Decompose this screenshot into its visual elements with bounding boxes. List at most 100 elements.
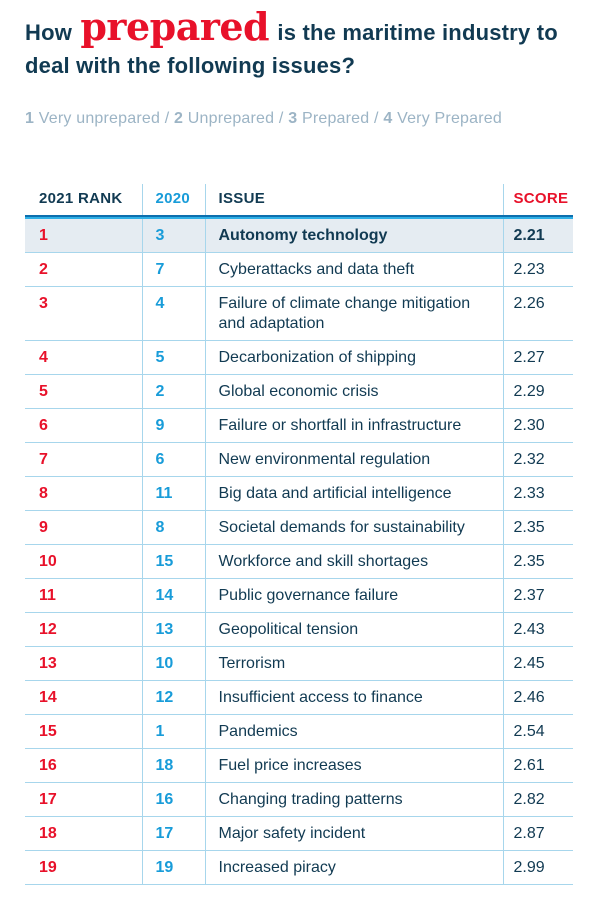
issue-cell: Public governance failure	[204, 578, 503, 613]
issues-table-body: 1 3 Autonomy technology 2.21 2 7 Cyberattacks …	[25, 219, 573, 885]
rank-2021-cell: 18	[25, 816, 142, 851]
rank-2021-cell: 16	[25, 748, 142, 783]
header-score: SCORE	[502, 184, 573, 215]
table-row: 2 7 Cyberattacks and data theft 2.23	[25, 252, 573, 287]
rank-2020-cell: 16	[141, 782, 205, 817]
rank-2020-cell: 7	[141, 252, 205, 287]
score-cell: 2.45	[502, 646, 573, 681]
rank-2021-cell: 17	[25, 782, 142, 817]
issue-cell: Failure or shortfall in infrastructure	[204, 408, 503, 443]
issue-cell: Failure of climate change mitigation and…	[204, 286, 503, 341]
rank-2020-cell: 8	[141, 510, 205, 545]
rank-2020-cell: 19	[141, 850, 205, 885]
table-row: 4 5 Decarbonization of shipping 2.27	[25, 340, 573, 375]
table-row: 8 11 Big data and artificial intelligence 2…	[25, 476, 573, 511]
rank-2020-cell: 5	[141, 340, 205, 375]
rank-2020-cell: 18	[141, 748, 205, 783]
table-row: 9 8 Societal demands for sustainability 2.3…	[25, 510, 573, 545]
table-row: 11 14 Public governance failure 2.37	[25, 578, 573, 613]
rank-2020-cell: 4	[141, 286, 205, 341]
rank-2021-cell: 10	[25, 544, 142, 579]
rank-2021-cell: 3	[25, 286, 142, 341]
issue-cell: Pandemics	[204, 714, 503, 749]
score-cell: 2.29	[502, 374, 573, 409]
table-row: 17 16 Changing trading patterns 2.82	[25, 782, 573, 817]
table-row: 18 17 Major safety incident 2.87	[25, 816, 573, 851]
issue-cell: Changing trading patterns	[204, 782, 503, 817]
table-header: 2021 RANK 2020 ISSUE SCORE	[25, 184, 573, 219]
score-cell: 2.35	[502, 544, 573, 579]
rank-2021-cell: 6	[25, 408, 142, 443]
table-row: 14 12 Insufficient access to finance 2.46	[25, 680, 573, 715]
issue-cell: Increased piracy	[204, 850, 503, 885]
title-prefix: How	[25, 20, 73, 45]
rank-2021-cell: 12	[25, 612, 142, 647]
rank-2020-cell: 13	[141, 612, 205, 647]
rank-2021-cell: 19	[25, 850, 142, 885]
issue-cell: Workforce and skill shortages	[204, 544, 503, 579]
table-row: 12 13 Geopolitical tension 2.43	[25, 612, 573, 647]
scale-value: 4	[383, 110, 393, 127]
header-rank-2021: 2021 RANK	[39, 190, 123, 207]
issue-cell: Insufficient access to finance	[204, 680, 503, 715]
issue-cell: Cyberattacks and data theft	[204, 252, 503, 287]
table-row: 3 4 Failure of climate change mitigation a…	[25, 286, 573, 341]
issue-cell: Global economic crisis	[204, 374, 503, 409]
rank-2020-cell: 1	[141, 714, 205, 749]
rating-scale-legend: 1 Very unprepared / 2 Unprepared / 3 Pre…	[25, 110, 502, 127]
rank-2020-cell: 17	[141, 816, 205, 851]
table-row: 15 1 Pandemics 2.54	[25, 714, 573, 749]
score-cell: 2.21	[502, 219, 573, 253]
issue-cell: Geopolitical tension	[204, 612, 503, 647]
score-cell: 2.26	[502, 286, 573, 341]
issue-cell: Fuel price increases	[204, 748, 503, 783]
table-row: 13 10 Terrorism 2.45	[25, 646, 573, 681]
scale-value: 1	[25, 110, 35, 127]
score-cell: 2.23	[502, 252, 573, 287]
score-cell: 2.82	[502, 782, 573, 817]
rank-2021-cell: 1	[25, 219, 142, 253]
rank-2020-cell: 14	[141, 578, 205, 613]
title-highlight: prepared	[80, 4, 270, 49]
rank-2021-cell: 4	[25, 340, 142, 375]
issue-cell: Terrorism	[204, 646, 503, 681]
scale-value: 3	[288, 110, 298, 127]
rank-2020-cell: 10	[141, 646, 205, 681]
table-row: 6 9 Failure or shortfall in infrastructure…	[25, 408, 573, 443]
table-row: 16 18 Fuel price increases 2.61	[25, 748, 573, 783]
header-divider	[25, 215, 573, 219]
table-row: 10 15 Workforce and skill shortages 2.35	[25, 544, 573, 579]
score-cell: 2.32	[502, 442, 573, 477]
rank-2020-cell: 12	[141, 680, 205, 715]
rank-2020-cell: 15	[141, 544, 205, 579]
score-cell: 2.37	[502, 578, 573, 613]
rank-2021-cell: 5	[25, 374, 142, 409]
rank-2020-cell: 2	[141, 374, 205, 409]
rank-2020-cell: 3	[141, 219, 205, 253]
rank-2020-cell: 6	[141, 442, 205, 477]
score-cell: 2.87	[502, 816, 573, 851]
scale-value: 2	[174, 110, 184, 127]
score-cell: 2.30	[502, 408, 573, 443]
score-cell: 2.33	[502, 476, 573, 511]
score-cell: 2.43	[502, 612, 573, 647]
score-cell: 2.61	[502, 748, 573, 783]
table-row: 19 19 Increased piracy 2.99	[25, 850, 573, 885]
issue-cell: Decarbonization of shipping	[204, 340, 503, 375]
table-row: 5 2 Global economic crisis 2.29	[25, 374, 573, 409]
page-title: How prepared is the maritime industry to…	[25, 8, 585, 82]
preparedness-table: 2021 RANK 2020 ISSUE SCORE 1 3 Autonomy te…	[25, 184, 573, 885]
rank-2021-cell: 13	[25, 646, 142, 681]
rank-2021-cell: 15	[25, 714, 142, 749]
rank-2021-cell: 8	[25, 476, 142, 511]
issue-cell: Major safety incident	[204, 816, 503, 851]
score-cell: 2.35	[502, 510, 573, 545]
rank-2020-cell: 9	[141, 408, 205, 443]
rank-2021-cell: 7	[25, 442, 142, 477]
header-issue: ISSUE	[204, 184, 503, 215]
score-cell: 2.27	[502, 340, 573, 375]
score-cell: 2.54	[502, 714, 573, 749]
rank-2021-cell: 9	[25, 510, 142, 545]
header-rank-2020: 2020	[141, 184, 205, 215]
